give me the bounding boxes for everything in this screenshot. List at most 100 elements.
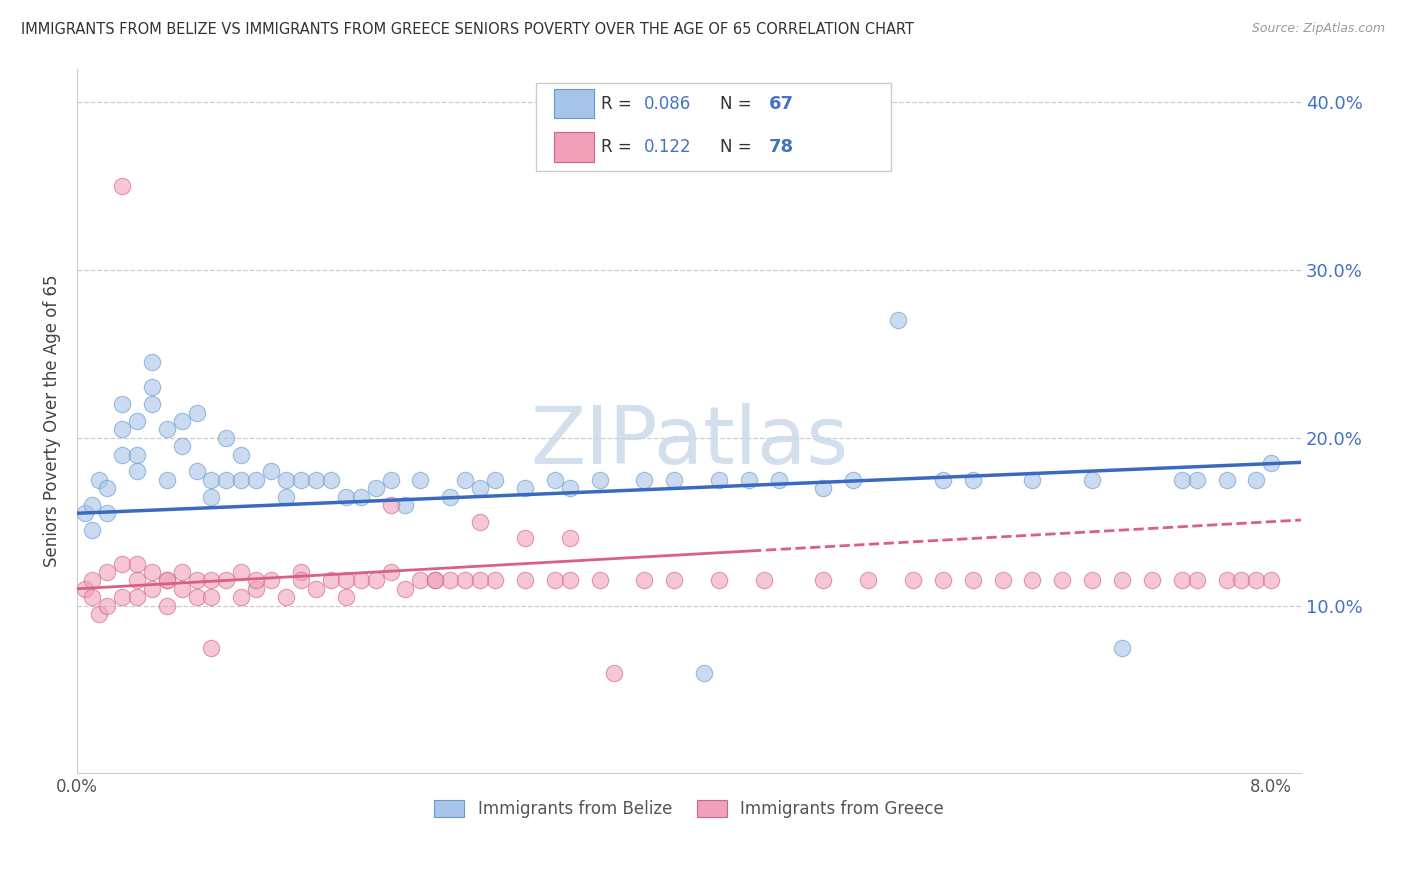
Point xyxy=(125,591,148,605)
Point xyxy=(335,490,357,504)
Point xyxy=(200,574,222,588)
Legend: Immigrants from Belize, Immigrants from Greece: Immigrants from Belize, Immigrants from … xyxy=(427,794,950,825)
Point xyxy=(111,591,134,605)
Point xyxy=(468,481,491,495)
Point xyxy=(290,574,312,588)
Point xyxy=(125,557,148,571)
Point xyxy=(813,481,835,495)
Point xyxy=(200,591,222,605)
Text: 78: 78 xyxy=(769,137,794,156)
Point xyxy=(752,574,775,588)
Point xyxy=(409,473,432,487)
Point xyxy=(350,574,373,588)
Point xyxy=(394,582,416,596)
Point xyxy=(468,574,491,588)
Point xyxy=(558,574,581,588)
Point xyxy=(633,574,655,588)
Point xyxy=(439,490,461,504)
Point xyxy=(1111,574,1133,588)
Point xyxy=(768,473,790,487)
Point xyxy=(170,565,193,579)
Point xyxy=(858,574,880,588)
Point xyxy=(1021,574,1043,588)
Point xyxy=(125,464,148,478)
Point xyxy=(707,574,730,588)
Point xyxy=(1081,574,1104,588)
Point xyxy=(231,591,253,605)
Point xyxy=(260,574,283,588)
Point xyxy=(111,557,134,571)
Point xyxy=(588,574,610,588)
Point xyxy=(80,574,103,588)
Point xyxy=(1215,574,1237,588)
Point xyxy=(380,565,402,579)
Point xyxy=(1215,473,1237,487)
Text: Source: ZipAtlas.com: Source: ZipAtlas.com xyxy=(1251,22,1385,36)
FancyBboxPatch shape xyxy=(554,89,593,119)
Point xyxy=(1185,574,1208,588)
Point xyxy=(186,591,208,605)
Point xyxy=(364,481,387,495)
Point xyxy=(1081,473,1104,487)
Point xyxy=(425,574,447,588)
Point xyxy=(125,574,148,588)
Point xyxy=(141,582,163,596)
Point xyxy=(111,397,134,411)
Point xyxy=(89,607,111,621)
Point xyxy=(439,574,461,588)
Point xyxy=(693,665,716,680)
Point xyxy=(991,574,1014,588)
Point xyxy=(484,574,506,588)
Point xyxy=(364,574,387,588)
Point xyxy=(813,574,835,588)
Point xyxy=(380,473,402,487)
Point xyxy=(1170,473,1192,487)
Point xyxy=(319,574,342,588)
Point xyxy=(156,574,179,588)
Point xyxy=(664,574,686,588)
Point xyxy=(513,481,536,495)
Point xyxy=(1246,473,1268,487)
Point xyxy=(962,574,984,588)
Point xyxy=(80,523,103,537)
Point xyxy=(274,473,297,487)
Point xyxy=(96,506,118,520)
Point xyxy=(1230,574,1253,588)
Point xyxy=(200,490,222,504)
Point xyxy=(425,574,447,588)
Point xyxy=(170,582,193,596)
Point xyxy=(932,473,955,487)
Point xyxy=(245,582,267,596)
Point xyxy=(186,464,208,478)
Point xyxy=(73,506,96,520)
Point xyxy=(290,473,312,487)
Point xyxy=(454,473,477,487)
Point xyxy=(215,431,238,445)
Point xyxy=(1260,574,1282,588)
Point xyxy=(1111,640,1133,655)
Point xyxy=(80,498,103,512)
Point xyxy=(274,490,297,504)
Point xyxy=(156,422,179,436)
Point xyxy=(186,574,208,588)
Point xyxy=(558,532,581,546)
Point xyxy=(588,473,610,487)
Point xyxy=(1170,574,1192,588)
Point xyxy=(633,473,655,487)
Text: N =: N = xyxy=(720,137,751,156)
Point xyxy=(513,574,536,588)
Point xyxy=(887,313,910,327)
Point xyxy=(335,574,357,588)
Point xyxy=(350,490,373,504)
Point xyxy=(1052,574,1074,588)
Point xyxy=(544,574,567,588)
Point xyxy=(96,599,118,613)
Text: ZIPatlas: ZIPatlas xyxy=(530,403,848,481)
Point xyxy=(156,574,179,588)
Point xyxy=(156,599,179,613)
Text: IMMIGRANTS FROM BELIZE VS IMMIGRANTS FROM GREECE SENIORS POVERTY OVER THE AGE OF: IMMIGRANTS FROM BELIZE VS IMMIGRANTS FRO… xyxy=(21,22,914,37)
Point xyxy=(231,565,253,579)
Point xyxy=(738,473,761,487)
Point xyxy=(200,473,222,487)
Point xyxy=(260,464,283,478)
